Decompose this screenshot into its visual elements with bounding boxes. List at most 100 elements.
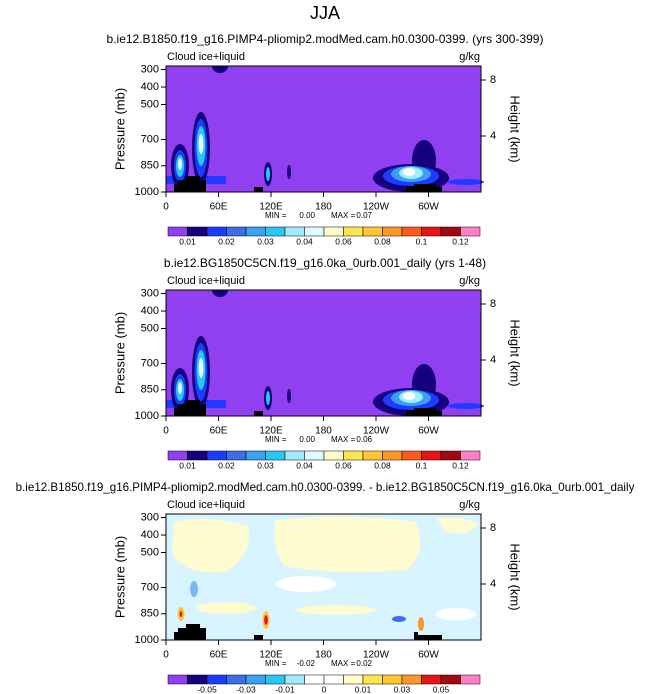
left-label: Cloud ice+liquid xyxy=(167,499,245,511)
colorbar-box xyxy=(460,674,481,685)
colorbar-label: 0.01 xyxy=(179,236,196,246)
panel-title: b.ie12.BG1850C5CN.f19_g16.0ka_0urb.001_d… xyxy=(164,256,486,270)
colorbar-box xyxy=(421,226,442,237)
contour-field xyxy=(166,66,484,192)
x-tick-label: 60E xyxy=(210,202,228,213)
x-tick-label: 60W xyxy=(418,426,439,437)
colorbar-box xyxy=(440,674,461,685)
y2-tick-label: 8 xyxy=(490,298,496,310)
colorbar-box xyxy=(304,674,325,685)
y2-tick-label: 8 xyxy=(490,74,496,86)
min-label: MIN = xyxy=(265,435,287,444)
colorbar-box xyxy=(284,226,305,237)
colorbar-box xyxy=(343,674,364,685)
x-tick-label: 120E xyxy=(259,202,283,213)
right-label: g/kg xyxy=(459,499,480,511)
colorbar-box xyxy=(167,450,188,461)
y-tick-label: 700 xyxy=(141,581,159,593)
colorbar-label: -0.05 xyxy=(197,684,217,694)
colorbar-label: 0.06 xyxy=(335,236,352,246)
max-label: MAX = xyxy=(331,659,356,668)
colorbar-box xyxy=(167,226,188,237)
colorbar-box xyxy=(265,450,286,461)
x-tick-label: 180 xyxy=(315,650,332,661)
x-tick-label: 60W xyxy=(418,202,439,213)
min-label: MIN = xyxy=(265,211,287,220)
max-label: MAX = xyxy=(331,211,356,220)
colorbar-label: 0.04 xyxy=(296,460,313,470)
colorbar-label: 0.12 xyxy=(452,236,469,246)
colorbar-box xyxy=(323,674,344,685)
colorbar-box xyxy=(323,450,344,461)
y-axis-label: Pressure (mb) xyxy=(112,536,127,618)
colorbar-box xyxy=(460,450,481,461)
y-tick-label: 400 xyxy=(141,529,159,541)
x-tick-label: 0 xyxy=(163,426,169,437)
colorbar-box xyxy=(382,226,403,237)
y2-tick-label: 4 xyxy=(490,354,496,366)
colorbar-label: 0.04 xyxy=(296,236,313,246)
min-label: MIN = xyxy=(265,659,287,668)
colorbar-label: -0.03 xyxy=(236,684,256,694)
colorbar-box xyxy=(284,450,305,461)
colorbar-label: 0.08 xyxy=(374,460,391,470)
colorbar-box xyxy=(226,450,247,461)
colorbar-label: 0.1 xyxy=(416,460,428,470)
colorbar-label: 0.12 xyxy=(452,460,469,470)
y-tick-label: 700 xyxy=(141,357,159,369)
y-tick-label: 700 xyxy=(141,133,159,145)
y-tick-label: 850 xyxy=(141,384,159,396)
colorbar-box xyxy=(245,674,266,685)
colorbar-box xyxy=(187,226,208,237)
y-tick-label: 400 xyxy=(141,305,159,317)
contour-field xyxy=(166,290,484,416)
y-tick-label: 500 xyxy=(141,546,159,558)
min-value: 0.00 xyxy=(299,435,315,444)
y-tick-label: 300 xyxy=(141,287,159,299)
suptitle: JJA xyxy=(310,3,340,23)
colorbar-box xyxy=(167,674,188,685)
colorbar-box xyxy=(440,450,461,461)
x-tick-label: 120E xyxy=(259,650,283,661)
colorbar-box xyxy=(362,226,383,237)
x-tick-label: 60E xyxy=(210,650,228,661)
panel-title: b.ie12.B1850.f19_g16.PIMP4-pliomip2.modM… xyxy=(107,32,544,46)
y2-tick-label: 8 xyxy=(490,522,496,534)
colorbar-label: 0.02 xyxy=(218,460,235,470)
x-tick-label: 0 xyxy=(163,650,169,661)
colorbar-box xyxy=(206,450,227,461)
y2-axis-label: Height (km) xyxy=(508,319,523,386)
colorbar-box xyxy=(226,226,247,237)
x-tick-label: 180 xyxy=(315,202,332,213)
colorbar-box xyxy=(382,674,403,685)
y-axis-label: Pressure (mb) xyxy=(112,88,127,170)
colorbar-box xyxy=(343,450,364,461)
colorbar-box xyxy=(226,674,247,685)
colorbar-label: 0 xyxy=(322,684,327,694)
max-value: 0.02 xyxy=(356,659,372,668)
x-tick-label: 0 xyxy=(163,202,169,213)
x-tick-label: 60W xyxy=(418,650,439,661)
colorbar-box xyxy=(421,450,442,461)
right-label: g/kg xyxy=(459,275,480,287)
colorbar-box xyxy=(187,674,208,685)
colorbar-box xyxy=(421,674,442,685)
colorbar-label: 0.08 xyxy=(374,236,391,246)
y-tick-label: 1000 xyxy=(135,186,159,198)
y2-axis-label: Height (km) xyxy=(508,95,523,162)
right-label: g/kg xyxy=(459,51,480,63)
max-value: 0.07 xyxy=(356,211,372,220)
y-tick-label: 850 xyxy=(141,160,159,172)
x-tick-label: 120W xyxy=(363,426,390,437)
colorbar-box xyxy=(343,226,364,237)
min-value: 0.00 xyxy=(299,211,315,220)
y2-axis-label: Height (km) xyxy=(508,543,523,610)
colorbar-box xyxy=(362,450,383,461)
colorbar-box xyxy=(401,226,422,237)
colorbar-box xyxy=(460,226,481,237)
y-tick-label: 850 xyxy=(141,608,159,620)
x-tick-label: 120E xyxy=(259,426,283,437)
y-tick-label: 400 xyxy=(141,81,159,93)
y-tick-label: 1000 xyxy=(135,410,159,422)
colorbar-box xyxy=(206,226,227,237)
